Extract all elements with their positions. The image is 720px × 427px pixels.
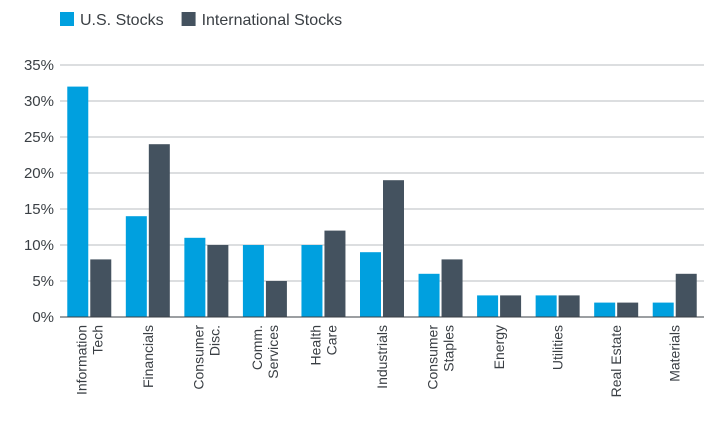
x-tick-label-5: Industrials — [374, 325, 390, 389]
y-tick-label-0: 0% — [32, 309, 54, 326]
bar-us-9 — [594, 302, 616, 317]
y-tick-label-4: 20% — [24, 165, 54, 182]
x-tick-label-0-line-0: Information — [73, 325, 89, 395]
bar-us-7 — [477, 295, 499, 317]
bar-intl-9 — [617, 302, 639, 317]
bar-intl-8 — [558, 295, 580, 317]
bar-intl-1 — [148, 144, 170, 317]
bar-intl-3 — [265, 281, 287, 317]
x-tick-label-2: Consumer Disc. — [190, 325, 222, 390]
x-tick-label-3: Comm. Services — [249, 325, 281, 379]
legend-swatch-0 — [60, 12, 74, 26]
bar-us-5 — [360, 252, 381, 317]
bar-us-4 — [301, 245, 323, 317]
x-tick-label-8-line-0: Utilities — [550, 325, 566, 370]
x-tick-label-3-line-0: Comm. — [249, 325, 265, 370]
bar-intl-5 — [383, 180, 404, 317]
x-tick-label-3-line-1: Services — [265, 325, 281, 379]
y-tick-label-5: 25% — [24, 129, 54, 146]
y-tick-label-6: 30% — [24, 93, 54, 110]
x-tick-label-10-line-0: Materials — [667, 325, 683, 382]
x-tick-label-10: Materials — [667, 325, 683, 382]
y-axis-ticks: 0% 5% 10% 15% 20% 25% 30% 35% — [24, 57, 54, 326]
bar-intl-2 — [207, 245, 229, 317]
bar-us-6 — [418, 273, 440, 317]
bar-us-10 — [652, 302, 674, 317]
bar-intl-7 — [500, 295, 522, 317]
legend: U.S. Stocks International Stocks — [60, 12, 342, 29]
x-tick-label-7-line-0: Energy — [491, 325, 507, 369]
bar-intl-0 — [90, 259, 112, 317]
x-tick-label-0-line-1: Tech — [89, 325, 105, 355]
x-tick-label-5-line-0: Industrials — [374, 325, 390, 389]
x-axis-labels: Information Tech Financials Consumer Disc. Co… — [73, 325, 682, 398]
x-tick-label-0: Information Tech — [73, 325, 105, 395]
bar-us-3 — [242, 245, 264, 317]
x-tick-label-4-line-1: Care — [323, 325, 339, 356]
bar-us-0 — [67, 86, 89, 317]
bar-us-8 — [535, 295, 557, 317]
y-tick-label-2: 10% — [24, 237, 54, 254]
x-tick-label-6: Consumer Staples — [425, 325, 457, 390]
legend-label-1: International Stocks — [202, 12, 343, 29]
x-tick-label-7: Energy — [491, 325, 507, 369]
x-tick-label-9: Real Estate — [608, 325, 624, 398]
bar-intl-4 — [324, 230, 346, 317]
bar-us-1 — [125, 216, 147, 317]
x-tick-label-4-line-0: Health — [307, 325, 323, 365]
bar-intl-10 — [675, 273, 697, 317]
bar-intl-6 — [441, 259, 463, 317]
x-tick-label-8: Utilities — [550, 325, 566, 370]
y-tick-label-7: 35% — [24, 57, 54, 74]
x-tick-label-1: Financials — [140, 325, 156, 388]
x-tick-label-2-line-0: Consumer — [190, 325, 206, 390]
x-tick-label-4: Health Care — [307, 325, 339, 366]
legend-label-0: U.S. Stocks — [80, 12, 164, 29]
x-tick-label-2-line-1: Disc. — [206, 325, 222, 356]
y-tick-label-1: 5% — [32, 273, 54, 290]
x-tick-label-9-line-0: Real Estate — [608, 325, 624, 398]
y-tick-label-3: 15% — [24, 201, 54, 218]
x-tick-label-6-line-0: Consumer — [425, 325, 441, 390]
legend-swatch-1 — [181, 12, 196, 26]
bars — [67, 86, 697, 317]
x-tick-label-1-line-0: Financials — [140, 325, 156, 388]
bar-us-2 — [184, 237, 206, 317]
x-tick-label-6-line-1: Staples — [441, 325, 457, 372]
